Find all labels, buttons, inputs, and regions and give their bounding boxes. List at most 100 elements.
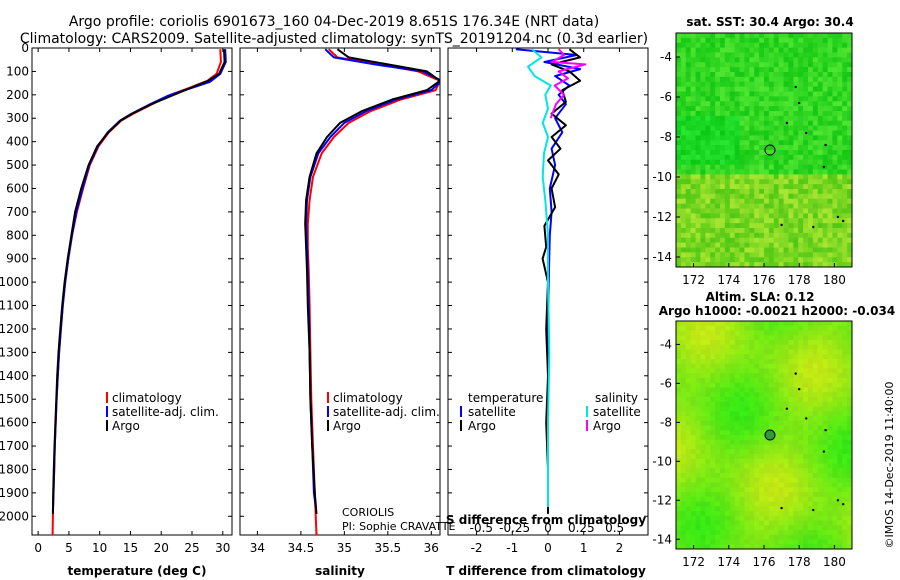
map-cell <box>676 525 682 531</box>
map-cell <box>754 501 760 507</box>
map-cell <box>812 449 819 455</box>
map-cell <box>817 81 824 88</box>
map-cell <box>764 164 770 171</box>
map-cell <box>822 511 829 517</box>
map-cell <box>744 232 750 239</box>
map-cell <box>680 397 687 403</box>
map-cell <box>827 515 834 522</box>
depth-tick-label: 0 <box>21 41 29 55</box>
map-cell <box>676 530 682 536</box>
map-cell <box>793 247 799 253</box>
map-cell <box>754 237 760 244</box>
map-cell <box>778 115 785 122</box>
map-cell <box>720 237 726 244</box>
map-cell <box>754 213 760 219</box>
map-cell <box>768 363 775 370</box>
map-cell <box>685 340 692 346</box>
map-cell <box>734 325 741 332</box>
map-cell <box>847 501 852 507</box>
map-cell <box>773 154 780 161</box>
map-cell <box>734 193 741 200</box>
map-cell <box>798 368 804 374</box>
map-cell <box>695 430 702 436</box>
map-cell <box>744 435 750 441</box>
map-cell <box>803 511 809 517</box>
map-cell <box>827 416 834 422</box>
map-cell <box>793 520 799 526</box>
map-cell <box>822 91 829 97</box>
map-cell <box>827 252 834 258</box>
map-cell <box>700 159 706 166</box>
map-cell <box>808 330 814 336</box>
map-cell <box>676 223 682 229</box>
map-cell <box>842 193 848 200</box>
map-cell <box>827 511 834 517</box>
map-cell <box>734 482 741 488</box>
map-cell <box>793 435 799 441</box>
map-x-tick-label: 174 <box>717 555 740 569</box>
map-cell <box>685 468 692 474</box>
map-cell <box>803 135 809 141</box>
map-cell <box>832 349 838 355</box>
map-cell <box>715 62 721 68</box>
map-cell <box>793 42 799 49</box>
map-cell <box>837 198 843 205</box>
map-cell <box>734 169 741 175</box>
map-cell <box>700 515 706 522</box>
map-cell <box>685 363 692 370</box>
map-cell <box>744 544 750 549</box>
map-cell <box>764 247 770 253</box>
map-cell <box>832 189 838 195</box>
map-cell <box>710 223 716 229</box>
map-cell <box>739 262 746 267</box>
map-cell <box>837 492 843 498</box>
map-cell <box>768 242 775 249</box>
map-cell <box>788 247 794 253</box>
map-cell <box>768 247 775 253</box>
map-cell <box>754 189 760 195</box>
map-cell <box>690 76 697 83</box>
map-cell <box>749 463 755 469</box>
map-cell <box>749 208 755 214</box>
map-cell <box>773 164 780 171</box>
map-cell <box>817 242 824 249</box>
map-cell <box>734 47 741 54</box>
map-cell <box>676 37 682 44</box>
map-cell <box>739 373 746 379</box>
map-cell <box>808 184 814 190</box>
map-cell <box>720 382 726 389</box>
map-cell <box>724 247 731 253</box>
map-cell <box>764 169 770 175</box>
map-cell <box>817 228 824 234</box>
map-cell <box>695 420 702 427</box>
map-cell <box>778 174 785 180</box>
map-cell <box>778 444 785 450</box>
map-cell <box>773 515 780 522</box>
map-cell <box>759 179 765 185</box>
map-cell <box>808 47 814 54</box>
map-cell <box>685 487 692 493</box>
map-cell <box>788 420 794 427</box>
map-cell <box>768 91 775 97</box>
map-cell <box>739 42 746 49</box>
map-cell <box>729 111 736 117</box>
x-tick-label: 34 <box>250 541 265 555</box>
map-cell <box>793 439 799 446</box>
map-cell <box>773 330 780 336</box>
salinity-legend: climatology satellite-adj. clim. Argo <box>327 391 440 433</box>
map-cell <box>685 252 692 258</box>
map-cell <box>812 406 819 412</box>
map-cell <box>754 86 760 93</box>
map-cell <box>788 179 794 185</box>
legend-label: satellite-adj. clim. <box>112 405 219 419</box>
map-cell <box>729 330 736 336</box>
map-cell <box>837 454 843 460</box>
map-cell <box>822 477 829 484</box>
map-cell <box>788 252 794 258</box>
map-cell <box>793 184 799 190</box>
map-cell <box>783 125 790 132</box>
map-cell <box>676 335 682 341</box>
map-cell <box>798 482 804 488</box>
map-cell <box>788 477 794 484</box>
map-cell <box>837 425 843 431</box>
